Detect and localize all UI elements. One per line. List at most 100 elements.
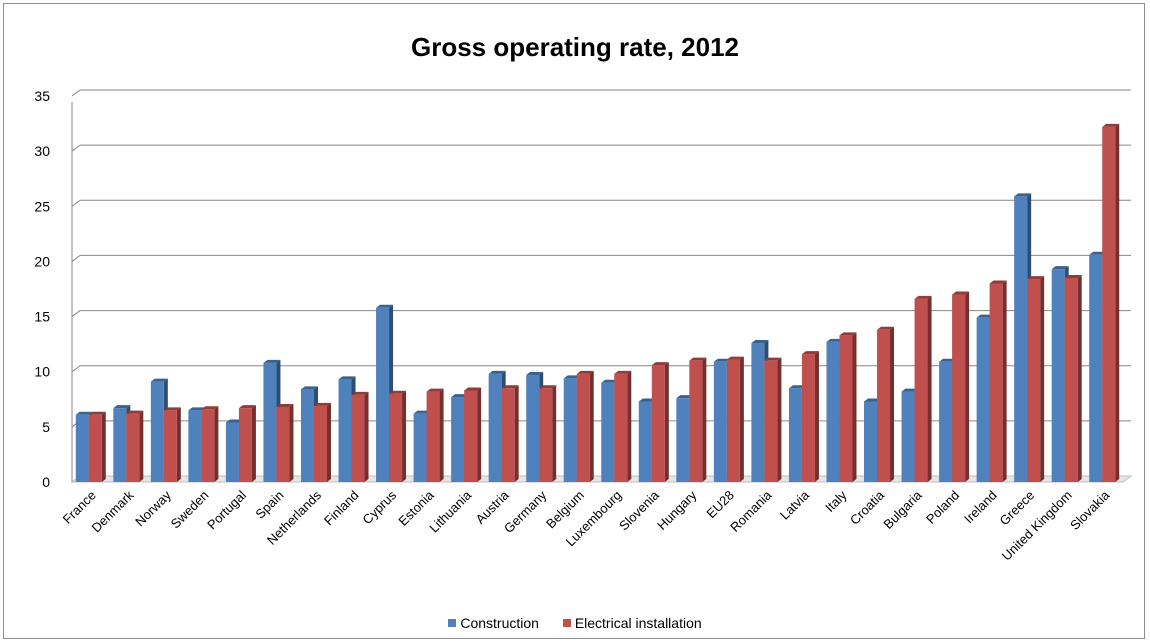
legend-label-electrical-installation: Electrical installation [574,615,702,631]
bar-latvia-electrical-installation-top [801,351,819,355]
bar-lithuania-electrical-installation-side [477,387,482,482]
bar-sweden-electrical-installation [201,409,215,482]
x-tick-label: Denmark [89,487,137,535]
bar-belgium-electrical-installation [576,373,590,482]
legend: Construction Electrical installation [0,615,1150,631]
bar-germany-construction [526,375,540,482]
y-tick-label: 10 [34,364,50,380]
bar-eu28-construction-top [713,358,731,362]
bar-greece-electrical-installation [1027,279,1041,482]
gridline-diag [71,255,81,262]
bar-slovenia-construction-top [638,398,656,402]
y-tick-label: 30 [34,143,50,159]
bar-united-kingdom-electrical-installation [1064,277,1078,482]
bar-eu28-construction [713,361,727,482]
bar-slovakia-electrical-installation [1102,126,1116,482]
bar-estonia-construction-top [413,410,431,414]
x-tick-label: Spain [252,488,286,522]
bar-bulgaria-electrical-installation-side [927,295,932,482]
bar-lithuania-electrical-installation-top [464,387,482,391]
bar-belgium-construction [563,378,577,482]
bar-romania-electrical-installation-top [764,357,782,361]
bar-hungary-electrical-installation-side [702,357,707,482]
bar-sweden-construction-top [188,407,206,411]
bar-spain-construction-top [263,359,281,363]
bar-romania-electrical-installation-side [777,357,782,482]
bar-latvia-construction-top [788,385,806,389]
bar-spain-electrical-installation-side [289,404,294,482]
bar-denmark-electrical-installation [126,413,140,482]
bar-cyprus-construction-top [376,304,394,308]
bar-italy-electrical-installation-top [839,332,857,336]
bar-spain-electrical-installation [276,407,290,482]
x-tick-label: Portugal [204,487,249,532]
x-tick-label: Lithuania [426,487,474,535]
bar-belgium-electrical-installation-top [576,370,594,374]
bar-hungary-construction-top [676,395,694,399]
legend-item-electrical-installation: Electrical installation [562,615,702,631]
bar-ireland-electrical-installation-top [989,280,1007,284]
x-tick-label: Italy [822,487,850,515]
bar-austria-construction [488,373,502,482]
bar-austria-electrical-installation-side [514,385,519,482]
bar-spain-electrical-installation-top [276,404,294,408]
bar-greece-electrical-installation-top [1027,276,1045,280]
bar-slovakia-construction-top [1089,251,1107,255]
y-tick-label: 0 [42,474,50,490]
bar-united-kingdom-construction-top [1051,266,1069,270]
bar-ireland-electrical-installation [989,283,1003,482]
x-tick-label: Latvia [777,487,813,523]
bar-austria-electrical-installation-top [501,385,519,389]
bar-united-kingdom-electrical-installation-side [1077,274,1082,482]
bar-portugal-electrical-installation-side [251,405,256,482]
bar-italy-electrical-installation-side [852,332,857,482]
bar-denmark-electrical-installation-top [126,410,144,414]
bar-cyprus-electrical-installation [389,393,403,482]
bar-denmark-construction-top [113,405,131,409]
bar-romania-construction-top [751,340,769,344]
bar-cyprus-electrical-installation-side [402,390,407,482]
x-tick-label: Norway [132,487,174,529]
bar-france-construction-top [75,411,93,415]
bar-luxembourg-electrical-installation-top [614,370,632,374]
bar-romania-electrical-installation [764,360,778,482]
bar-latvia-electrical-installation-side [814,351,819,482]
bar-slovenia-electrical-installation-side [664,362,669,482]
bar-bulgaria-construction-top [901,388,919,392]
bar-greece-construction [1014,196,1028,483]
bar-norway-construction-top [150,378,168,382]
bar-portugal-construction-top [225,419,243,423]
bar-germany-construction-top [526,372,544,376]
x-tick-label: Cyprus [359,487,399,527]
bar-finland-electrical-installation-side [364,391,369,482]
bar-luxembourg-electrical-installation [614,373,628,482]
x-tick-label: Hungary [654,487,700,533]
y-tick-label: 35 [34,88,50,104]
gridline-diag [71,144,81,152]
gridline-diag [71,89,81,97]
bar-sweden-construction [188,410,202,482]
bar-slovenia-electrical-installation-top [651,362,669,366]
bar-estonia-electrical-installation-side [439,388,444,482]
bar-croatia-electrical-installation-side [890,326,895,482]
bar-spain-construction [263,362,277,482]
x-tick-label: Slovakia [1067,487,1113,533]
bar-luxembourg-construction [601,382,615,482]
bar-denmark-electrical-installation-side [139,410,144,482]
y-tick-label: 25 [34,198,50,214]
bar-portugal-electrical-installation [238,408,252,482]
bar-netherlands-electrical-installation-side [326,402,331,482]
bar-greece-electrical-installation-side [1040,276,1045,482]
bar-belgium-electrical-installation-side [589,370,594,482]
bar-estonia-electrical-installation-top [426,388,444,392]
bar-netherlands-electrical-installation-top [313,402,331,406]
x-tick-label: Finland [321,488,362,529]
bar-france-construction [75,414,89,482]
bar-norway-electrical-installation-top [163,407,181,411]
bar-lithuania-construction-top [451,394,469,398]
bar-latvia-construction [788,388,802,482]
bar-slovakia-electrical-installation-top [1102,123,1120,127]
bar-hungary-electrical-installation-top [689,357,707,361]
bar-finland-electrical-installation-top [351,391,369,395]
x-tick-label: Sweden [168,488,212,532]
